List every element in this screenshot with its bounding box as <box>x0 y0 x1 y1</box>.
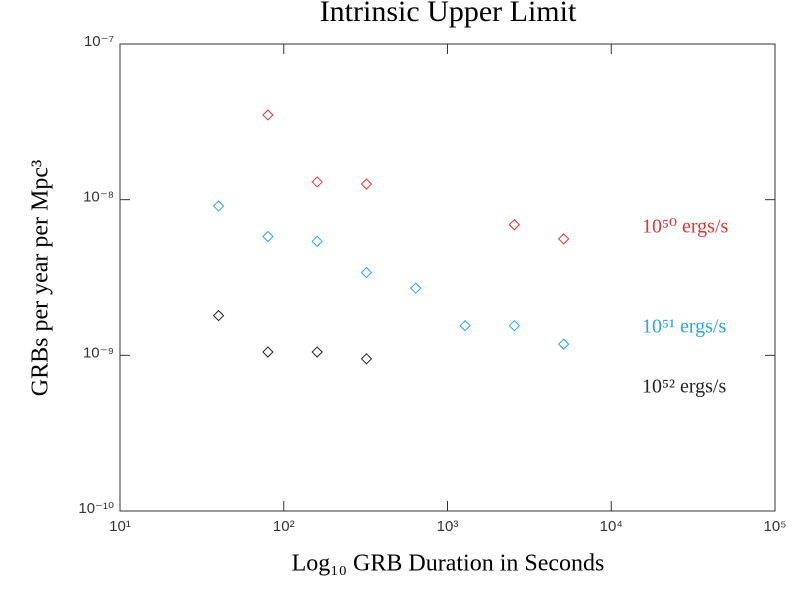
marker <box>360 266 373 279</box>
marker <box>311 235 323 248</box>
marker <box>508 219 521 231</box>
marker <box>360 178 373 190</box>
marker <box>212 309 225 322</box>
x-axis-label: Log₁₀ GRB Duration in Seconds <box>292 551 605 577</box>
legend-label: 10⁵² ergs/s <box>642 376 726 398</box>
marker <box>262 109 274 121</box>
marker <box>212 200 225 212</box>
plot-frame <box>119 43 776 512</box>
marker <box>360 353 373 365</box>
chart-title: Intrinsic Upper Limit <box>320 0 577 28</box>
y-axis-label: GRBs per year per Mpc³ <box>28 160 54 396</box>
y-tick-label: 10⁻¹⁰ <box>78 500 114 517</box>
marker <box>459 319 471 332</box>
x-tick-label: 10⁴ <box>600 518 623 535</box>
marker <box>311 346 323 358</box>
marker <box>262 230 274 243</box>
x-tick-label: 10¹ <box>109 518 131 535</box>
x-tick-label: 10⁵ <box>764 518 787 535</box>
marker <box>410 282 422 294</box>
legend-label: 10⁵¹ ergs/s <box>642 316 726 338</box>
marker <box>557 233 570 245</box>
y-tick-label: 10⁻⁸ <box>83 189 114 206</box>
marker <box>508 319 521 332</box>
marker <box>557 338 570 350</box>
y-tick-label: 10⁻⁹ <box>83 344 114 361</box>
legend-label: 10⁵⁰ ergs/s <box>642 216 729 238</box>
marker <box>262 346 274 358</box>
marker <box>311 176 323 188</box>
x-tick-label: 10² <box>273 518 295 535</box>
x-tick-label: 10³ <box>437 518 459 535</box>
y-tick-label: 10⁻⁷ <box>84 33 114 50</box>
